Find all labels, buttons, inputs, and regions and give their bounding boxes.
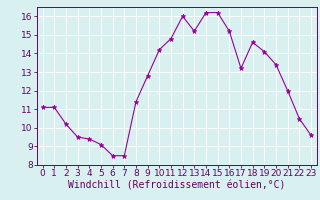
X-axis label: Windchill (Refroidissement éolien,°C): Windchill (Refroidissement éolien,°C) (68, 181, 285, 191)
